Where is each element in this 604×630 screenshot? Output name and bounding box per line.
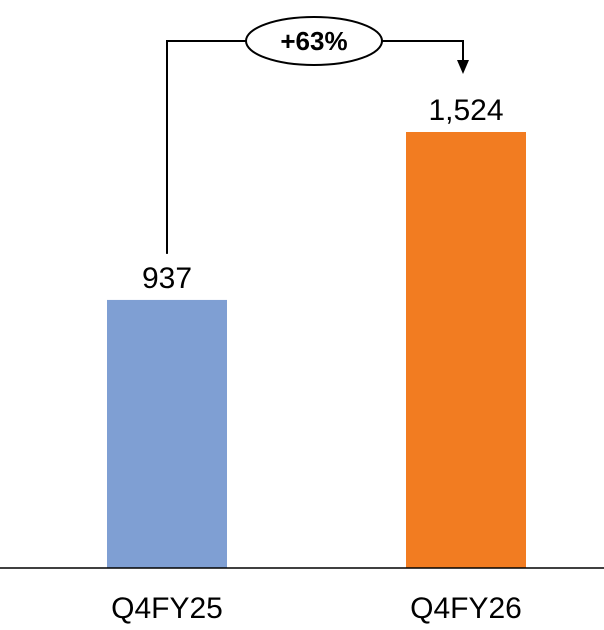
value-label-q4fy25: 937: [142, 262, 192, 295]
bars-layer: 937 Q4FY25 1,524 Q4FY26: [107, 94, 526, 625]
category-label-q4fy26: Q4FY26: [410, 592, 522, 625]
category-label-q4fy25: Q4FY25: [111, 592, 223, 625]
arrowhead-icon: [457, 60, 469, 74]
bar-q4fy25: [107, 299, 227, 568]
growth-badge-text: +63%: [280, 26, 347, 56]
growth-annotation: +63%: [166, 16, 469, 254]
bar-q4fy26: [406, 132, 526, 568]
value-label-q4fy26: 1,524: [428, 94, 503, 127]
growth-badge: [245, 16, 383, 66]
